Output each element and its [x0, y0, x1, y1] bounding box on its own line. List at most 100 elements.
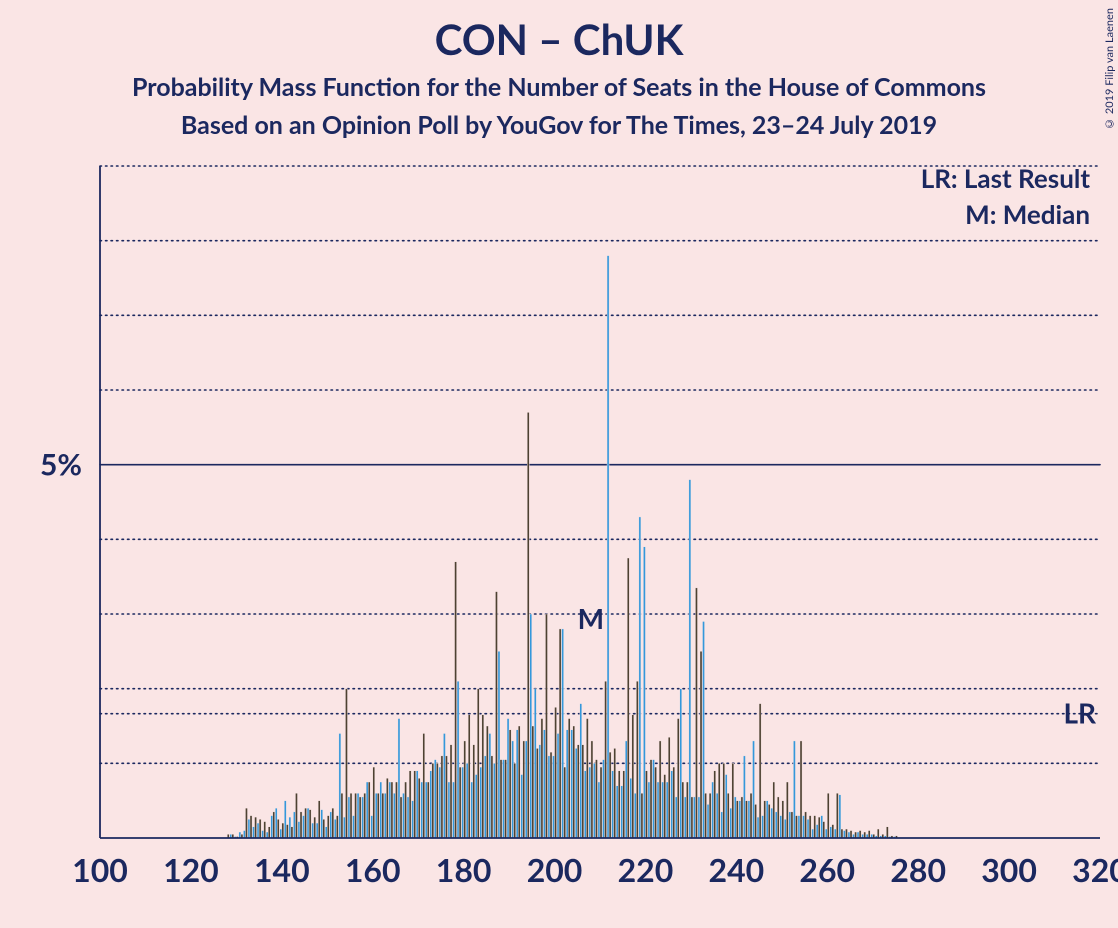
- x-tick-label: 240: [709, 850, 765, 889]
- bar-series-a: [684, 797, 686, 838]
- bar-series-a: [339, 733, 341, 838]
- bar-series-a: [698, 797, 700, 838]
- bar-series-a: [293, 812, 295, 838]
- bar-series-a: [639, 517, 641, 838]
- bar-series-b: [455, 562, 457, 838]
- bar-series-b: [768, 804, 770, 838]
- bar-series-a: [562, 629, 564, 838]
- bar-series-b: [400, 797, 402, 838]
- bar-series-b: [250, 816, 252, 838]
- bar-series-b: [459, 767, 461, 838]
- bar-series-b: [559, 629, 561, 838]
- bar-series-a: [430, 771, 432, 838]
- bar-series-b: [536, 748, 538, 838]
- bar-series-a: [493, 763, 495, 838]
- bar-series-b: [727, 793, 729, 838]
- bar-series-a: [371, 816, 373, 838]
- bar-series-b: [550, 752, 552, 838]
- bar-series-a: [316, 823, 318, 838]
- bar-series-a: [589, 767, 591, 838]
- bar-series-b: [832, 825, 834, 838]
- bar-series-b: [373, 767, 375, 838]
- bar-series-b: [473, 745, 475, 838]
- bar-series-b: [509, 730, 511, 838]
- bar-series-b: [514, 763, 516, 838]
- bar-series-a: [480, 767, 482, 838]
- bar-series-a: [243, 831, 245, 838]
- bar-series-a: [512, 741, 514, 838]
- bar-series-a: [530, 614, 532, 838]
- bar-series-b: [609, 752, 611, 838]
- x-tick-label: 100: [72, 850, 128, 889]
- bar-series-b: [500, 760, 502, 838]
- chart-subtitle-2: Based on an Opinion Poll by YouGov for T…: [0, 110, 1118, 140]
- bar-series-b: [823, 822, 825, 838]
- bar-series-a: [539, 745, 541, 838]
- bar-series-a: [716, 793, 718, 838]
- bar-series-a: [348, 797, 350, 838]
- x-tick-label: 320: [1072, 850, 1118, 889]
- bar-series-b: [368, 782, 370, 838]
- bar-series-b: [482, 715, 484, 838]
- bar-series-a: [443, 733, 445, 838]
- median-label: M: [578, 601, 604, 635]
- bar-series-a: [362, 797, 364, 838]
- bar-series-b: [614, 748, 616, 838]
- bar-series-b: [586, 719, 588, 838]
- bar-series-b: [364, 793, 366, 838]
- bar-series-b: [773, 782, 775, 838]
- bar-series-b: [791, 812, 793, 838]
- bar-series-b: [605, 681, 607, 838]
- bar-series-a: [453, 782, 455, 838]
- x-tick-label: 140: [254, 850, 310, 889]
- bar-series-b: [545, 614, 547, 838]
- bar-series-a: [834, 829, 836, 838]
- bar-series-a: [421, 782, 423, 838]
- bar-series-a: [675, 797, 677, 838]
- bar-series-b: [409, 771, 411, 838]
- bar-series-b: [868, 831, 870, 838]
- bar-series-a: [248, 819, 250, 838]
- bar-series-a: [807, 819, 809, 838]
- bar-series-b: [391, 782, 393, 838]
- bar-series-a: [557, 733, 559, 838]
- bar-series-a: [843, 831, 845, 838]
- bar-series-b: [645, 771, 647, 838]
- y-tick-label: 5%: [40, 447, 82, 483]
- bar-series-a: [653, 760, 655, 838]
- bar-series-b: [841, 829, 843, 838]
- x-tick-label: 120: [163, 850, 219, 889]
- bar-series-a: [303, 816, 305, 838]
- bar-series-a: [543, 730, 545, 838]
- bar-series-b: [595, 760, 597, 838]
- bar-series-b: [436, 763, 438, 838]
- bar-series-b: [850, 831, 852, 838]
- bar-series-b: [673, 767, 675, 838]
- bar-series-b: [291, 827, 293, 838]
- chart-title: CON – ChUK: [0, 14, 1118, 64]
- bar-series-a: [812, 829, 814, 838]
- credit-text: © 2019 Filip van Laenen: [1103, 8, 1116, 130]
- bar-series-a: [825, 829, 827, 838]
- bar-series-a: [648, 782, 650, 838]
- bar-series-b: [564, 767, 566, 838]
- bar-series-a: [721, 812, 723, 838]
- bar-series-b: [336, 816, 338, 838]
- bar-series-b: [318, 801, 320, 838]
- bar-series-a: [603, 760, 605, 838]
- bar-series-a: [475, 775, 477, 838]
- x-tick-label: 220: [618, 850, 674, 889]
- bar-series-b: [259, 819, 261, 838]
- bar-series-a: [380, 782, 382, 838]
- bar-series-a: [325, 827, 327, 838]
- bar-series-a: [593, 763, 595, 838]
- bar-series-b: [718, 763, 720, 838]
- bar-series-a: [262, 831, 264, 838]
- bar-series-a: [607, 256, 609, 838]
- bar-series-a: [580, 704, 582, 838]
- bar-series-a: [398, 719, 400, 838]
- bar-series-b: [805, 812, 807, 838]
- bar-series-a: [784, 819, 786, 838]
- bar-series-b: [741, 797, 743, 838]
- bar-series-a: [643, 547, 645, 838]
